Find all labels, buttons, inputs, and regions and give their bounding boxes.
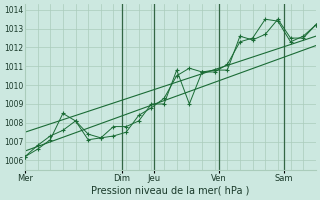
X-axis label: Pression niveau de la mer( hPa ): Pression niveau de la mer( hPa ) — [91, 186, 250, 196]
